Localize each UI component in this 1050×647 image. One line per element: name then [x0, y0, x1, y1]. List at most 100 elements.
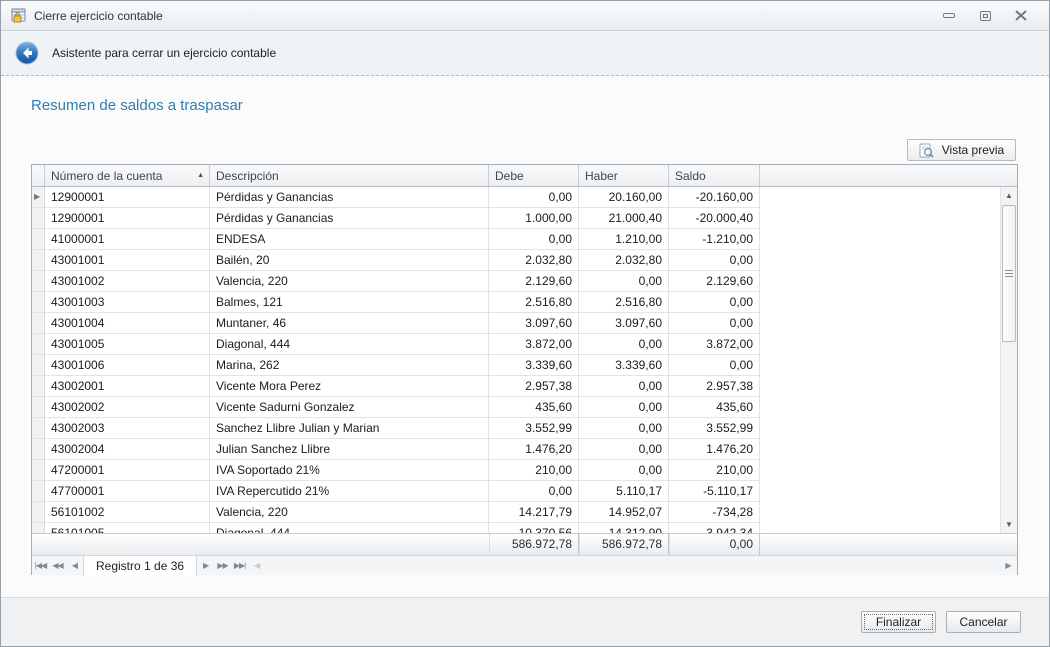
- cell-cuenta: 47700001: [45, 481, 210, 502]
- column-header-cuenta[interactable]: Número de la cuenta ▲: [45, 165, 210, 186]
- column-header-label: Descripción: [216, 168, 279, 183]
- grid-rows: ▶ 12900001 Pérdidas y Ganancias 0,00 20.…: [32, 187, 1000, 533]
- back-button[interactable]: [15, 41, 39, 65]
- app-icon: [11, 8, 26, 22]
- column-header-debe[interactable]: Debe: [489, 165, 579, 186]
- row-indicator: [32, 418, 45, 439]
- cell-debe: 2.129,60: [489, 271, 579, 292]
- table-row[interactable]: 43001003 Balmes, 121 2.516,80 2.516,80 0…: [32, 292, 1000, 313]
- cell-filler: [760, 208, 1000, 229]
- cell-debe: 3.097,60: [489, 313, 579, 334]
- cell-descripcion: Julian Sanchez Llibre: [210, 439, 489, 460]
- hscroll-right-button[interactable]: ▶: [1005, 561, 1011, 570]
- nav-next-page-button[interactable]: ▶▶: [217, 561, 228, 570]
- scrollbar-thumb[interactable]: [1002, 205, 1016, 342]
- cell-haber: 0,00: [579, 439, 669, 460]
- cell-saldo: 0,00: [669, 313, 760, 334]
- preview-button[interactable]: Vista previa: [907, 139, 1016, 161]
- cell-haber: 5.110,17: [579, 481, 669, 502]
- column-header-saldo[interactable]: Saldo: [669, 165, 760, 186]
- column-header-descripcion[interactable]: Descripción: [210, 165, 489, 186]
- cell-saldo: 0,00: [669, 292, 760, 313]
- table-row[interactable]: 43002003 Sanchez Llibre Julian y Marian …: [32, 418, 1000, 439]
- table-row[interactable]: 43001002 Valencia, 220 2.129,60 0,00 2.1…: [32, 271, 1000, 292]
- nav-next-button[interactable]: ▶: [202, 561, 209, 570]
- cell-cuenta: 47200001: [45, 460, 210, 481]
- cell-filler: [760, 376, 1000, 397]
- table-row[interactable]: 41000001 ENDESA 0,00 1.210,00 -1.210,00: [32, 229, 1000, 250]
- cell-debe: 2.032,80: [489, 250, 579, 271]
- cell-descripcion: Muntaner, 46: [210, 313, 489, 334]
- cell-descripcion: IVA Soportado 21%: [210, 460, 489, 481]
- cell-debe: 10.370,56: [489, 523, 579, 533]
- finish-button[interactable]: Finalizar: [861, 611, 936, 633]
- cell-descripcion: Bailén, 20: [210, 250, 489, 271]
- nav-prev-button[interactable]: ◀: [71, 561, 78, 570]
- row-indicator: [32, 502, 45, 523]
- cell-saldo: 3.872,00: [669, 334, 760, 355]
- cell-saldo: 1.476,20: [669, 439, 760, 460]
- cell-haber: 0,00: [579, 460, 669, 481]
- vertical-scrollbar[interactable]: ▲ ▼: [1000, 187, 1017, 533]
- cell-descripcion: Valencia, 220: [210, 271, 489, 292]
- close-button[interactable]: [1013, 9, 1029, 23]
- cell-debe: 0,00: [489, 187, 579, 208]
- cell-cuenta: 56101005: [45, 523, 210, 533]
- cell-saldo: 210,00: [669, 460, 760, 481]
- header-indicator-cell: [32, 165, 45, 186]
- row-indicator: [32, 250, 45, 271]
- cell-saldo: -20.000,40: [669, 208, 760, 229]
- table-row[interactable]: ▶ 12900001 Pérdidas y Ganancias 0,00 20.…: [32, 187, 1000, 208]
- cell-cuenta: 12900001: [45, 208, 210, 229]
- cell-debe: 2.957,38: [489, 376, 579, 397]
- hscroll-left-button[interactable]: ◀: [253, 561, 260, 570]
- cell-descripcion: Diagonal, 444: [210, 334, 489, 355]
- minimize-icon: [943, 13, 955, 18]
- table-row[interactable]: 43001004 Muntaner, 46 3.097,60 3.097,60 …: [32, 313, 1000, 334]
- cell-debe: 3.339,60: [489, 355, 579, 376]
- cell-debe: 435,60: [489, 397, 579, 418]
- cell-filler: [760, 313, 1000, 334]
- cancel-button[interactable]: Cancelar: [946, 611, 1021, 633]
- minimize-button[interactable]: [941, 9, 957, 23]
- nav-last-button[interactable]: ▶▶|: [233, 561, 246, 570]
- restore-button[interactable]: [977, 9, 993, 23]
- cell-debe: 1.000,00: [489, 208, 579, 229]
- cell-haber: 0,00: [579, 334, 669, 355]
- preview-button-label: Vista previa: [941, 143, 1005, 157]
- column-header-haber[interactable]: Haber: [579, 165, 669, 186]
- cell-cuenta: 43001004: [45, 313, 210, 334]
- table-row[interactable]: 56101002 Valencia, 220 14.217,79 14.952,…: [32, 502, 1000, 523]
- cell-saldo: -734,28: [669, 502, 760, 523]
- table-row[interactable]: 43001001 Bailén, 20 2.032,80 2.032,80 0,…: [32, 250, 1000, 271]
- table-row[interactable]: 43002002 Vicente Sadurni Gonzalez 435,60…: [32, 397, 1000, 418]
- scroll-up-button[interactable]: ▲: [1001, 187, 1017, 204]
- row-indicator: [32, 523, 45, 533]
- cell-haber: 1.210,00: [579, 229, 669, 250]
- cell-filler: [760, 523, 1000, 533]
- cell-haber: 0,00: [579, 271, 669, 292]
- cell-descripcion: Vicente Mora Perez: [210, 376, 489, 397]
- nav-first-button[interactable]: |◀◀: [34, 561, 47, 570]
- table-row[interactable]: 43001006 Marina, 262 3.339,60 3.339,60 0…: [32, 355, 1000, 376]
- table-row[interactable]: 12900001 Pérdidas y Ganancias 1.000,00 2…: [32, 208, 1000, 229]
- cell-saldo: 3.552,99: [669, 418, 760, 439]
- table-row[interactable]: 47200001 IVA Soportado 21% 210,00 0,00 2…: [32, 460, 1000, 481]
- table-row[interactable]: 43002001 Vicente Mora Perez 2.957,38 0,0…: [32, 376, 1000, 397]
- nav-prev-page-button[interactable]: ◀◀: [52, 561, 63, 570]
- grid-header-row: Número de la cuenta ▲ Descripción Debe H…: [32, 165, 1017, 187]
- cell-descripcion: Pérdidas y Ganancias: [210, 208, 489, 229]
- scroll-down-button[interactable]: ▼: [1001, 516, 1017, 533]
- table-row[interactable]: 56101005 Diagonal, 444 10.370,56 14.312,…: [32, 523, 1000, 533]
- cell-saldo: 0,00: [669, 355, 760, 376]
- table-row[interactable]: 43001005 Diagonal, 444 3.872,00 0,00 3.8…: [32, 334, 1000, 355]
- thumb-grip-icon: [1005, 270, 1013, 271]
- table-row[interactable]: 43002004 Julian Sanchez Llibre 1.476,20 …: [32, 439, 1000, 460]
- cell-debe: 1.476,20: [489, 439, 579, 460]
- cell-descripcion: Sanchez Llibre Julian y Marian: [210, 418, 489, 439]
- cell-cuenta: 43001001: [45, 250, 210, 271]
- table-row[interactable]: 47700001 IVA Repercutido 21% 0,00 5.110,…: [32, 481, 1000, 502]
- cell-debe: 14.217,79: [489, 502, 579, 523]
- cell-haber: 14.952,07: [579, 502, 669, 523]
